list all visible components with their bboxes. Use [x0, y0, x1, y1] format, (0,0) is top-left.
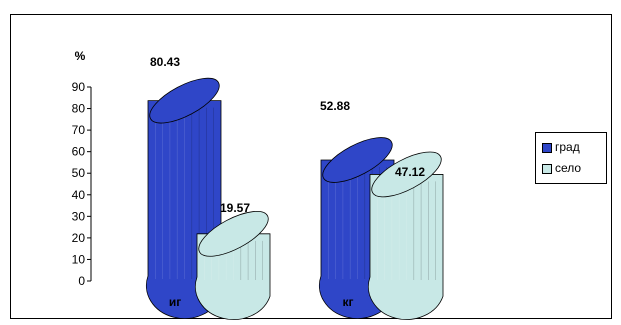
y-tick-label: 40 — [72, 188, 86, 202]
y-tick-label: 90 — [72, 80, 86, 94]
y-axis-label: % — [75, 49, 86, 63]
bar-0-1 — [194, 211, 271, 320]
y-tick-label: 0 — [78, 274, 85, 288]
category-label-1: кг — [342, 295, 353, 309]
y-tick-label: 20 — [72, 231, 86, 245]
y-tick-label: 70 — [72, 123, 86, 137]
y-tick-label: 10 — [72, 252, 86, 266]
legend-item-grad: град — [542, 140, 580, 154]
y-tick-label: 60 — [72, 145, 86, 159]
legend-item-selo: село — [542, 161, 581, 175]
data-label-0-1: 19.57 — [220, 201, 250, 215]
legend: град село — [535, 132, 607, 184]
legend-swatch-grad — [542, 142, 552, 153]
y-tick-label: 80 — [72, 102, 86, 116]
legend-label-selo: село — [555, 161, 582, 175]
category-label-0: иг — [169, 295, 181, 309]
legend-swatch-selo — [542, 163, 552, 174]
chart-frame — [10, 14, 612, 319]
data-label-1-0: 52.88 — [320, 99, 350, 113]
data-label-0-0: 80.43 — [150, 55, 180, 69]
bar-1-1 — [367, 151, 444, 320]
y-tick-label: 50 — [72, 166, 86, 180]
y-tick-label: 30 — [72, 209, 86, 223]
data-label-1-1: 47.12 — [395, 165, 425, 179]
legend-label-grad: град — [555, 140, 580, 154]
